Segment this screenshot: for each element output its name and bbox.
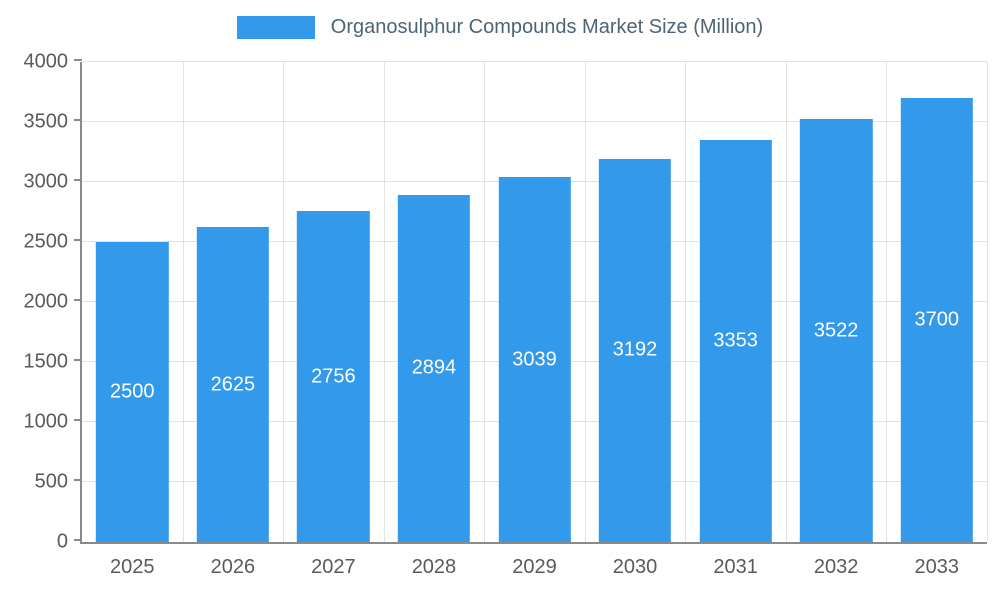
y-tick-label: 3500 — [23, 110, 69, 133]
gridline-h — [82, 61, 987, 62]
x-tick-label: 2032 — [813, 556, 859, 578]
y-tick-label: 2000 — [23, 290, 69, 313]
x-tick-label: 2025 — [110, 556, 155, 578]
bar — [498, 177, 571, 542]
gridline-v — [785, 62, 787, 542]
gridline-v — [383, 62, 385, 542]
bar-value-label: 2756 — [311, 365, 356, 388]
legend-swatch — [236, 16, 315, 39]
bar — [900, 98, 973, 542]
y-tick-label: 1000 — [23, 410, 69, 433]
y-tick-label: 0 — [56, 530, 68, 553]
bar — [96, 242, 169, 542]
x-tick-label: 2029 — [512, 556, 557, 578]
y-tick-mark — [74, 299, 82, 301]
x-tick-label: 2028 — [411, 556, 457, 578]
bar — [196, 227, 270, 542]
y-tick-mark — [74, 239, 82, 241]
bar-value-label: 2625 — [210, 373, 256, 395]
gridline-v — [484, 62, 486, 542]
gridline-h — [82, 121, 987, 122]
y-tick-mark — [74, 359, 82, 361]
gridline-v — [584, 62, 586, 542]
y-tick-label: 500 — [34, 470, 68, 493]
x-tick-label: 2030 — [612, 556, 658, 578]
y-tick-mark — [74, 539, 82, 541]
chart-title: Organosulphur Compounds Market Size (Mil… — [330, 16, 764, 38]
x-tick-label: 2026 — [210, 556, 256, 578]
y-tick-mark — [74, 479, 82, 481]
bar — [397, 194, 471, 542]
gridline-v — [685, 62, 687, 542]
y-tick-mark — [74, 59, 82, 61]
gridline-v — [987, 62, 988, 542]
bar-value-label: 2894 — [411, 356, 457, 379]
x-tick-label: 2027 — [311, 556, 356, 578]
y-tick-label: 4000 — [23, 50, 69, 73]
y-tick-label: 2500 — [23, 230, 69, 253]
gridline-v — [283, 62, 285, 542]
bar — [799, 119, 873, 542]
bar-value-label: 3353 — [713, 329, 758, 352]
bar — [699, 139, 772, 542]
x-tick-label: 2031 — [713, 556, 758, 578]
gridline-v — [182, 62, 184, 542]
bar — [598, 158, 672, 542]
gridline-v — [886, 62, 888, 542]
bar-value-label: 3522 — [813, 319, 859, 342]
bar-value-label: 3700 — [914, 308, 959, 331]
bar-value-label: 3192 — [612, 338, 658, 361]
x-tick-label: 2033 — [914, 556, 959, 578]
plot-area: 0 500 1000 1500 2000 2500 3000 3500 4000 2500 2025… — [24, 51, 988, 578]
y-tick-mark — [74, 419, 82, 421]
y-tick-label: 3000 — [23, 170, 69, 193]
bar-value-label: 2500 — [110, 380, 155, 403]
chart-legend: Organosulphur Compounds Market Size (Mil… — [0, 16, 1000, 39]
bar-value-label: 3039 — [512, 348, 557, 371]
bar — [297, 211, 370, 542]
y-tick-mark — [74, 119, 82, 121]
y-tick-label: 1500 — [23, 350, 69, 373]
y-tick-mark — [74, 179, 82, 181]
